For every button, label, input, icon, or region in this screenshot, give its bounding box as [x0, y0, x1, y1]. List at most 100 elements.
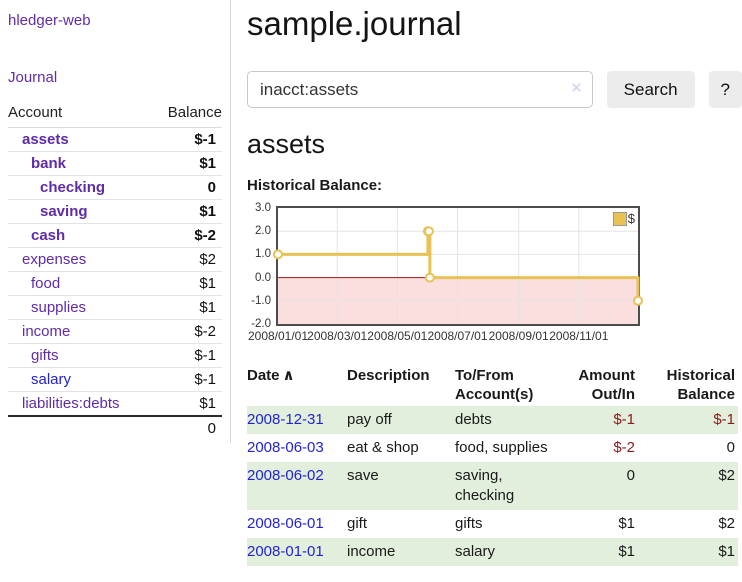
sidebar-account-link[interactable]: bank	[31, 155, 67, 172]
brand-link[interactable]: hledger-web	[8, 12, 91, 29]
clear-search-icon[interactable]: ✕	[570, 80, 583, 97]
accounts-total-balance: 0	[152, 415, 222, 440]
register-date-cell: 2008-12-31	[247, 406, 347, 434]
nav-journal: Journal	[8, 69, 222, 86]
legend-label: $	[627, 211, 635, 226]
account-balance: $2	[152, 247, 222, 272]
register-header-accounts: To/From Account(s)	[455, 367, 534, 403]
account-name-cell: gifts	[8, 343, 152, 368]
legend-swatch-icon	[612, 211, 627, 226]
account-balance: 0	[152, 175, 222, 200]
account-name-cell: saving	[8, 199, 152, 224]
account-row: cash $-2	[8, 223, 222, 248]
register-row: 2008-06-02 save saving, checking 0 $2	[247, 462, 738, 510]
main-content: sample.journal ✕ Search ? assets Histori…	[247, 0, 742, 566]
account-name-cell: assets	[8, 127, 152, 152]
chart-y-axis: 3.0 2.0 1.0 0.0 -1.0 -2.0	[247, 202, 274, 330]
account-name-cell: food	[8, 271, 152, 296]
search-box: ✕	[247, 71, 593, 108]
register-header-amount: Amount Out/In	[578, 367, 635, 403]
y-tick-label: 3.0	[255, 202, 271, 214]
account-row: liabilities:debts $1	[8, 391, 222, 417]
x-tick-label: 2008/05/01	[367, 329, 428, 343]
register-header-date[interactable]: Date ∧	[247, 367, 295, 384]
sidebar-account-link[interactable]: gifts	[31, 347, 59, 364]
register-date-link[interactable]: 2008-06-03	[247, 439, 324, 456]
account-row: expenses $2	[8, 247, 222, 272]
register-description: income	[347, 543, 396, 560]
x-tick-label: 2008/03/01	[307, 329, 368, 343]
sidebar: hledger-web Journal Account Balance asse…	[0, 0, 231, 443]
register-row: 2008-01-01 income salary $1 $1	[247, 538, 738, 566]
y-tick-label: -2.0	[251, 318, 271, 330]
historical-balance-chart: 3.0 2.0 1.0 0.0 -1.0 -2.0 $	[247, 202, 742, 330]
chart-plot-area: $	[273, 206, 643, 326]
account-name-cell: salary	[8, 367, 152, 392]
chart-canvas	[273, 208, 643, 324]
register-date-link[interactable]: 2008-12-31	[247, 411, 324, 428]
register-amount: 0	[626, 467, 635, 484]
sidebar-account-link[interactable]: saving	[40, 203, 88, 220]
sidebar-account-link[interactable]: salary	[31, 371, 72, 388]
accounts-total-row: 0	[8, 415, 222, 440]
register-description: eat & shop	[347, 439, 419, 456]
sort-ascending-icon: ∧	[282, 367, 295, 384]
register-amount: $-1	[613, 411, 635, 428]
accounts-table: Account Balance assets $-1 bank $1 checking 0…	[8, 102, 222, 440]
nav-journal-link[interactable]: Journal	[8, 69, 58, 86]
account-row: gifts $-1	[8, 343, 222, 368]
register-date-link[interactable]: 2008-01-01	[247, 543, 324, 560]
chart-label: Historical Balance:	[247, 177, 383, 194]
account-name-cell: checking	[8, 175, 152, 200]
sidebar-account-link[interactable]: food	[31, 275, 61, 292]
register-amount: $-2	[613, 439, 635, 456]
account-balance: $-1	[152, 127, 222, 152]
account-balance: $1	[152, 199, 222, 224]
account-row: food $1	[8, 271, 222, 296]
register-date-link[interactable]: 2008-06-01	[247, 515, 324, 532]
sidebar-account-link[interactable]: assets	[22, 131, 69, 148]
sidebar-account-link[interactable]: checking	[40, 179, 106, 196]
register-date-cell: 2008-06-03	[247, 434, 347, 462]
account-title: assets	[247, 129, 326, 159]
y-tick-label: 0.0	[255, 271, 271, 284]
sidebar-account-link[interactable]: supplies	[31, 299, 87, 316]
sidebar-account-link[interactable]: cash	[31, 227, 66, 244]
register-balance: $1	[718, 543, 735, 560]
account-name-cell: expenses	[8, 247, 152, 272]
sidebar-account-link[interactable]: liabilities:debts	[22, 395, 120, 412]
register-description: gift	[347, 515, 368, 532]
account-balance: $-1	[152, 343, 222, 368]
account-name-cell: income	[8, 319, 152, 344]
x-tick-label: 2008/09/01	[488, 329, 549, 343]
sidebar-account-link[interactable]: income	[22, 323, 71, 340]
account-balance: $1	[152, 295, 222, 320]
account-balance: $1	[152, 391, 222, 417]
register-header-balance: Historical Balance	[666, 367, 735, 403]
account-row: income $-2	[8, 319, 222, 344]
register-date-link[interactable]: 2008-06-02	[247, 467, 324, 484]
register-accounts: debts	[455, 411, 492, 428]
y-tick-label: 2.0	[255, 225, 271, 238]
x-tick-label: 2008/11/01	[549, 329, 609, 343]
account-balance: $-2	[152, 223, 222, 248]
account-row: bank $1	[8, 151, 222, 176]
chart-legend: $	[612, 211, 635, 226]
y-tick-label: 1.0	[255, 248, 271, 261]
register-description: save	[347, 467, 379, 484]
sidebar-account-link[interactable]: expenses	[22, 251, 87, 268]
account-row: supplies $1	[8, 295, 222, 320]
register-accounts: gifts	[455, 515, 483, 532]
account-balance: $-2	[152, 319, 222, 344]
search-button[interactable]: Search	[606, 71, 695, 108]
register-balance: $2	[718, 515, 735, 532]
account-name-cell: cash	[8, 223, 152, 248]
account-row: assets $-1	[8, 127, 222, 152]
account-row: saving $1	[8, 199, 222, 224]
register-row: 2008-06-01 gift gifts $1 $2	[247, 510, 738, 538]
help-button[interactable]: ?	[708, 71, 742, 108]
search-input[interactable]	[247, 71, 593, 108]
account-name-cell: bank	[8, 151, 152, 176]
register-table: Date ∧ Description To/From Account(s) Amo…	[247, 364, 738, 566]
